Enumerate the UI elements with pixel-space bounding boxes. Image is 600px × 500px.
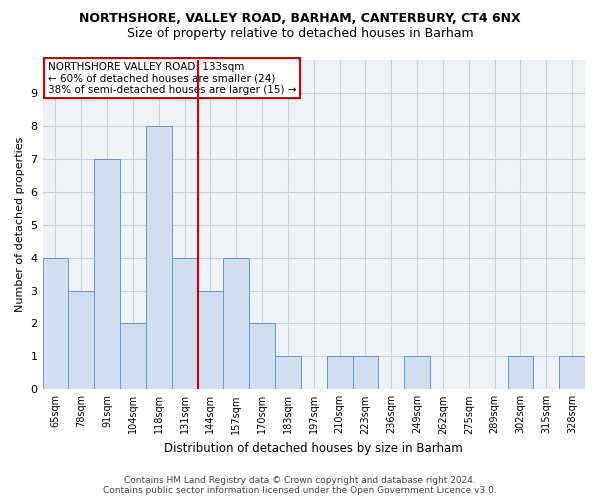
Bar	[404, 356, 430, 390]
Bar	[559, 356, 585, 390]
Bar	[249, 324, 275, 390]
Bar	[326, 356, 353, 390]
Bar	[172, 258, 197, 390]
Bar	[146, 126, 172, 390]
Text: NORTHSHORE VALLEY ROAD: 133sqm
← 60% of detached houses are smaller (24)
38% of : NORTHSHORE VALLEY ROAD: 133sqm ← 60% of …	[48, 62, 296, 95]
Y-axis label: Number of detached properties: Number of detached properties	[15, 137, 25, 312]
Bar	[120, 324, 146, 390]
Bar	[353, 356, 379, 390]
Bar	[68, 290, 94, 390]
Bar	[275, 356, 301, 390]
Text: NORTHSHORE, VALLEY ROAD, BARHAM, CANTERBURY, CT4 6NX: NORTHSHORE, VALLEY ROAD, BARHAM, CANTERB…	[79, 12, 521, 26]
Text: Size of property relative to detached houses in Barham: Size of property relative to detached ho…	[127, 28, 473, 40]
Bar	[508, 356, 533, 390]
Bar	[223, 258, 249, 390]
X-axis label: Distribution of detached houses by size in Barham: Distribution of detached houses by size …	[164, 442, 463, 455]
Bar	[94, 159, 120, 390]
Text: Contains HM Land Registry data © Crown copyright and database right 2024.
Contai: Contains HM Land Registry data © Crown c…	[103, 476, 497, 495]
Bar	[43, 258, 68, 390]
Bar	[197, 290, 223, 390]
